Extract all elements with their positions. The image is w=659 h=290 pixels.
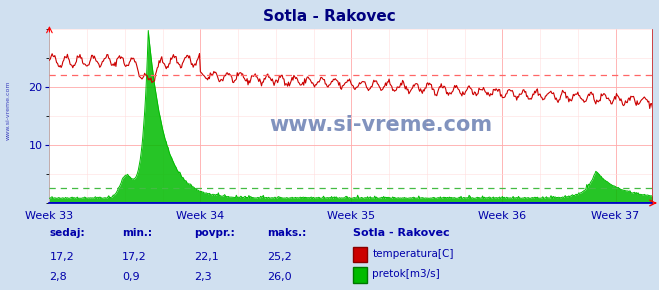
Text: pretok[m3/s]: pretok[m3/s] bbox=[372, 269, 440, 279]
Text: Sotla - Rakovec: Sotla - Rakovec bbox=[353, 228, 449, 238]
Text: 0,9: 0,9 bbox=[122, 272, 140, 282]
Text: povpr.:: povpr.: bbox=[194, 228, 235, 238]
Text: 25,2: 25,2 bbox=[267, 251, 292, 262]
Text: 2,8: 2,8 bbox=[49, 272, 67, 282]
Text: maks.:: maks.: bbox=[267, 228, 306, 238]
Text: 17,2: 17,2 bbox=[49, 251, 74, 262]
Text: 26,0: 26,0 bbox=[267, 272, 291, 282]
Text: 2,3: 2,3 bbox=[194, 272, 212, 282]
Text: Sotla - Rakovec: Sotla - Rakovec bbox=[263, 9, 396, 24]
Text: www.si-vreme.com: www.si-vreme.com bbox=[5, 80, 11, 140]
Text: sedaj:: sedaj: bbox=[49, 228, 85, 238]
Text: min.:: min.: bbox=[122, 228, 152, 238]
Text: 17,2: 17,2 bbox=[122, 251, 147, 262]
Text: temperatura[C]: temperatura[C] bbox=[372, 249, 454, 259]
Text: 22,1: 22,1 bbox=[194, 251, 219, 262]
Text: www.si-vreme.com: www.si-vreme.com bbox=[270, 115, 493, 135]
